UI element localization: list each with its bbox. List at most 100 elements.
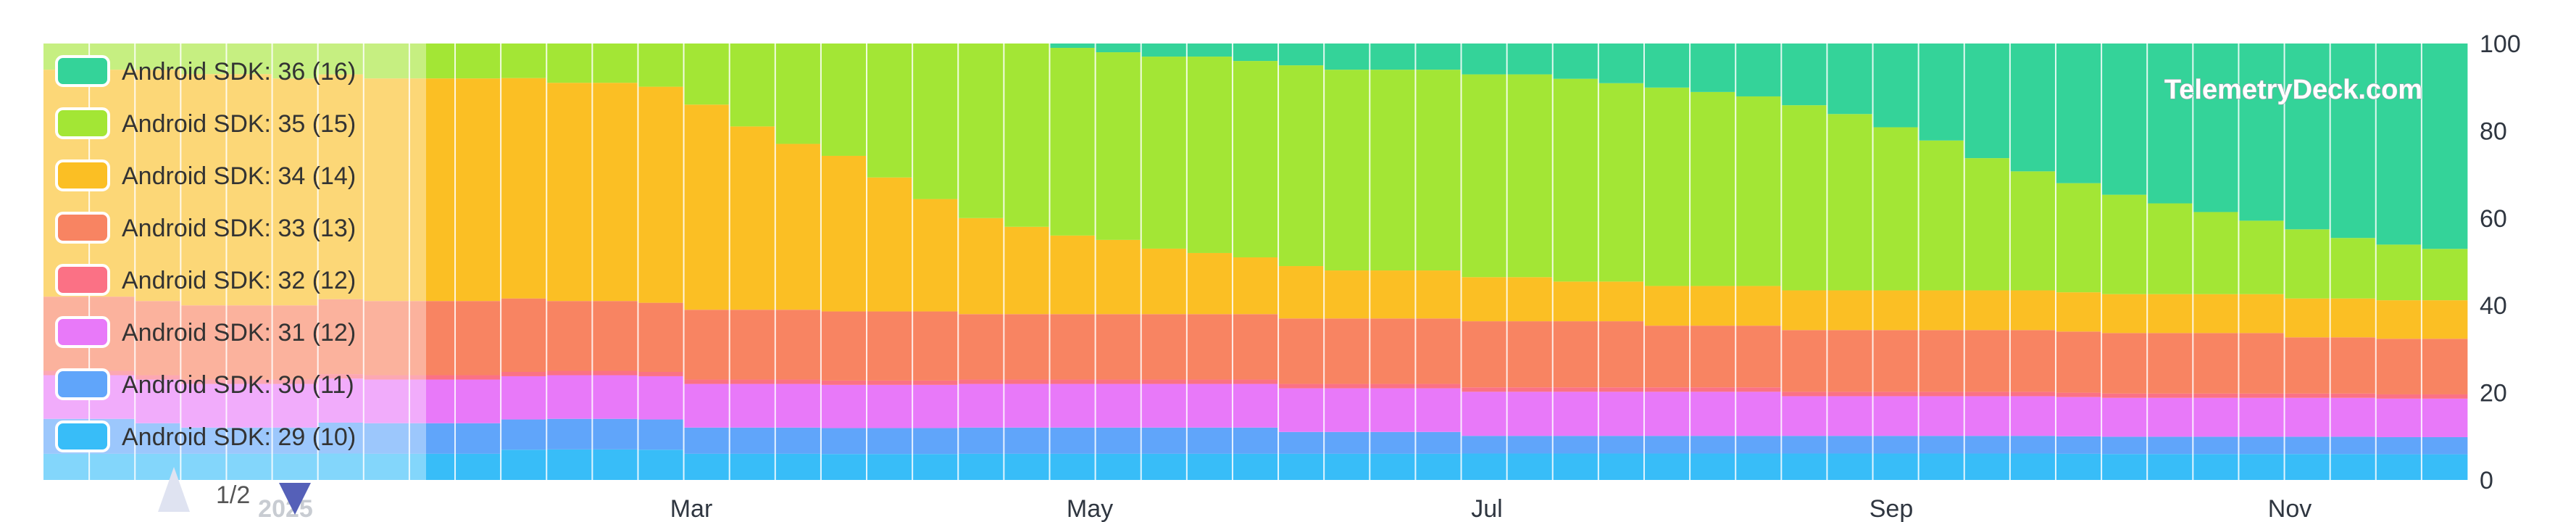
area-segment-sdk-1-col-51: [2375, 436, 2422, 455]
legend-label: Android SDK: 31 (12): [122, 319, 356, 347]
area-segment-sdk-1-col-46: [2147, 436, 2193, 455]
area-segment-sdk-6-col-28: [1324, 70, 1370, 271]
legend-item[interactable]: Android SDK: 29 (10): [55, 420, 356, 452]
area-segment-sdk-4-col-23: [1095, 314, 1142, 380]
area-segment-sdk-4-col-52: [2421, 339, 2468, 394]
area-segment-sdk-3-col-19: [912, 380, 959, 385]
area-segment-sdk-2-col-7: [363, 379, 410, 423]
area-segment-sdk-3-col-29: [1370, 384, 1416, 389]
legend-prev-page-icon[interactable]: [158, 467, 190, 512]
area-segment-sdk-5-col-40: [1872, 290, 1920, 331]
area-segment-sdk-2-col-20: [958, 384, 1004, 428]
legend-item[interactable]: Android SDK: 36 (16): [55, 55, 356, 87]
area-segment-sdk-0-col-44: [2055, 453, 2102, 480]
area-segment-sdk-5-col-4: [226, 74, 272, 306]
area-segment-sdk-0-col-30: [1415, 453, 1462, 480]
area-segment-sdk-1-col-32: [1506, 436, 1554, 454]
area-segment-sdk-2-col-46: [2147, 397, 2193, 437]
area-segment-sdk-1-col-6: [317, 422, 364, 454]
area-segment-sdk-2-col-5: [272, 384, 319, 428]
legend-pagination: 1/2: [158, 467, 311, 515]
y-tick-label: 60: [2480, 205, 2507, 233]
plot-area: [43, 44, 2468, 480]
area-segment-sdk-0-col-31: [1461, 453, 1508, 480]
legend-label: Android SDK: 34 (14): [122, 162, 356, 190]
area-segment-sdk-1-col-39: [1827, 436, 1873, 454]
area-segment-sdk-3-col-34: [1598, 387, 1645, 392]
area-segment-sdk-4-col-25: [1186, 314, 1233, 380]
area-segment-sdk-6-col-38: [1781, 105, 1827, 291]
area-segment-sdk-1-col-49: [2284, 436, 2331, 455]
area-segment-sdk-7-col-45: [2101, 44, 2148, 195]
area-segment-sdk-0-col-16: [775, 453, 822, 480]
area-segment-sdk-5-col-36: [1690, 286, 1736, 326]
area-segment-sdk-7-col-36: [1690, 44, 1736, 92]
area-segment-sdk-6-col-49: [2284, 229, 2331, 299]
area-segment-sdk-1-col-16: [775, 427, 822, 454]
area-segment-sdk-2-col-29: [1370, 388, 1416, 432]
area-segment-sdk-2-col-25: [1186, 384, 1233, 428]
area-segment-sdk-1-col-20: [958, 427, 1004, 454]
area-segment-sdk-6-col-18: [867, 44, 913, 178]
area-segment-sdk-1-col-42: [1964, 436, 2011, 454]
area-segment-sdk-6-col-17: [820, 44, 867, 156]
area-segment-sdk-2-col-45: [2101, 397, 2148, 437]
area-segment-sdk-6-col-16: [775, 44, 822, 144]
area-segment-sdk-0-col-1: [89, 453, 136, 480]
legend-item[interactable]: Android SDK: 34 (14): [55, 160, 356, 191]
area-segment-sdk-4-col-26: [1232, 314, 1279, 380]
legend-swatch: [55, 212, 110, 244]
legend-label: Android SDK: 35 (15): [122, 110, 356, 138]
area-segment-sdk-5-col-5: [272, 78, 319, 306]
area-segment-sdk-2-col-34: [1598, 392, 1645, 436]
area-segment-sdk-2-col-30: [1415, 388, 1462, 432]
legend-item[interactable]: Android SDK: 35 (15): [55, 107, 356, 139]
legend: Android SDK: 36 (16) Android SDK: 35 (15)…: [55, 55, 356, 452]
area-segment-sdk-7-col-37: [1735, 44, 1782, 96]
area-segment-sdk-6-col-27: [1278, 65, 1325, 267]
legend-next-page-icon[interactable]: [279, 483, 311, 515]
area-segment-sdk-3-col-16: [775, 379, 822, 384]
area-segment-sdk-4-col-29: [1370, 318, 1416, 384]
area-segment-sdk-3-col-51: [2375, 394, 2422, 399]
area-segment-sdk-3-col-45: [2101, 393, 2148, 398]
area-segment-sdk-6-col-24: [1141, 57, 1188, 249]
legend-item[interactable]: Android SDK: 32 (12): [55, 264, 356, 296]
area-segment-sdk-5-col-19: [912, 199, 959, 312]
area-segment-sdk-6-col-20: [958, 44, 1004, 218]
area-segment-sdk-6-col-31: [1461, 74, 1508, 278]
area-segment-sdk-4-col-33: [1552, 321, 1599, 388]
area-segment-sdk-3-col-13: [638, 371, 684, 376]
area-segment-sdk-5-col-51: [2375, 300, 2422, 339]
area-segment-sdk-5-col-41: [1918, 290, 1965, 331]
area-segment-sdk-6-col-19: [912, 44, 959, 199]
area-segment-sdk-1-col-21: [1004, 427, 1050, 454]
area-segment-sdk-3-col-35: [1643, 387, 1691, 392]
area-segment-sdk-4-col-45: [2101, 333, 2148, 394]
area-segment-sdk-4-col-46: [2147, 333, 2193, 394]
area-segment-sdk-2-col-16: [775, 384, 822, 428]
area-segment-sdk-0-col-17: [820, 454, 867, 480]
legend-item[interactable]: Android SDK: 31 (12): [55, 316, 356, 348]
area-segment-sdk-5-col-22: [1049, 235, 1096, 315]
area-segment-sdk-6-col-22: [1049, 48, 1096, 236]
area-segment-sdk-4-col-43: [2009, 330, 2056, 392]
legend-item[interactable]: Android SDK: 33 (13): [55, 212, 356, 244]
area-segment-sdk-4-col-22: [1049, 314, 1096, 380]
area-segment-sdk-4-col-30: [1415, 318, 1462, 384]
area-segment-sdk-5-col-12: [592, 83, 638, 302]
area-segment-sdk-3-col-36: [1690, 387, 1736, 392]
area-segment-sdk-4-col-24: [1141, 314, 1188, 380]
y-axis: 0 20 40 60 80 100: [2480, 30, 2521, 494]
area-segment-sdk-0-col-8: [409, 453, 456, 480]
area-segment-sdk-6-col-9: [455, 44, 501, 79]
area-segment-sdk-0-col-25: [1186, 453, 1233, 480]
area-segment-sdk-7-col-42: [1964, 44, 2011, 159]
legend-item[interactable]: Android SDK: 30 (11): [55, 368, 354, 400]
area-segment-sdk-1-col-43: [2009, 436, 2056, 454]
area-segment-sdk-1-col-14: [683, 427, 730, 454]
area-segment-sdk-5-col-33: [1552, 281, 1599, 322]
area-segment-sdk-2-col-36: [1690, 392, 1736, 436]
area-segment-sdk-3-col-26: [1232, 379, 1279, 384]
area-segment-sdk-5-col-15: [729, 126, 776, 310]
